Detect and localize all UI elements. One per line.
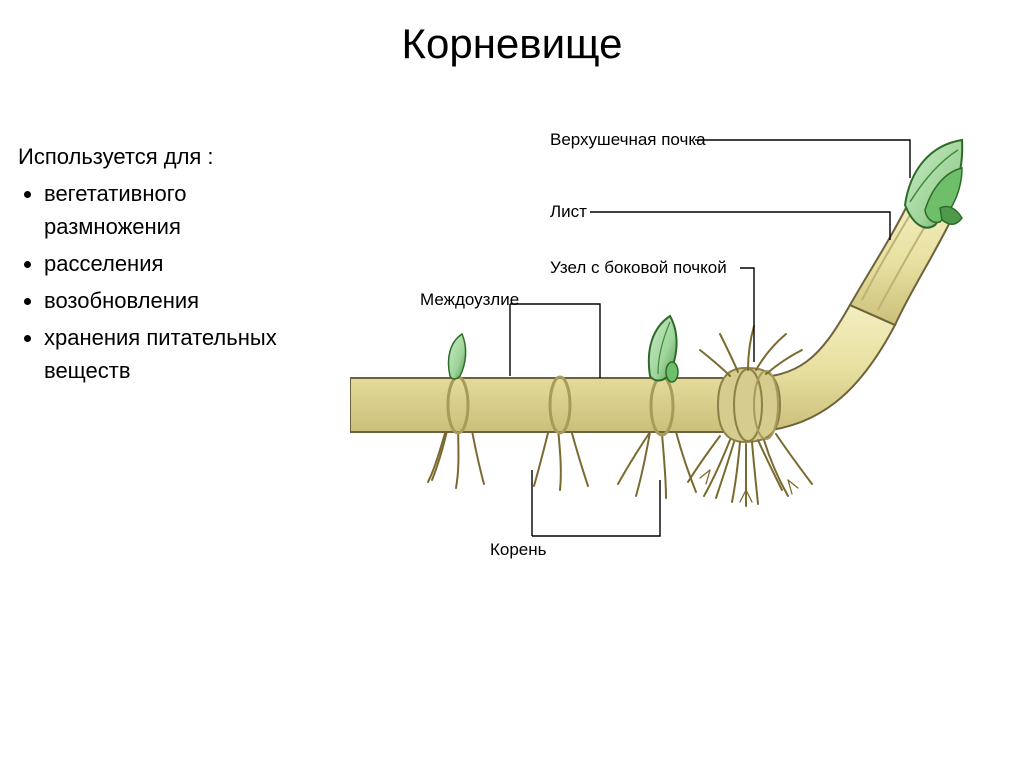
rhizome-svg	[350, 110, 990, 590]
apical-bud-tip	[940, 206, 962, 224]
node-collar	[718, 368, 780, 442]
rhizome-tube	[350, 305, 895, 432]
label-internode: Междоузлие	[420, 290, 519, 310]
list-item: возобновления	[44, 284, 298, 317]
uses-list: вегетативного размножения расселения воз…	[18, 177, 298, 387]
label-apical-bud: Верхушечная почка	[550, 130, 706, 150]
tiny-leaf	[449, 334, 466, 379]
rhizome-diagram: Верхушечная почка Лист Узел с боковой по…	[350, 110, 990, 590]
label-leaf: Лист	[550, 202, 587, 222]
uses-block: Используется для : вегетативного размнож…	[18, 140, 298, 391]
list-item: вегетативного размножения	[44, 177, 298, 243]
label-root: Корень	[490, 540, 547, 560]
page-title: Корневище	[0, 20, 1024, 68]
list-item: хранения питательных веществ	[44, 321, 298, 387]
uses-intro: Используется для :	[18, 140, 298, 173]
lateral-bud	[666, 362, 678, 382]
list-item: расселения	[44, 247, 298, 280]
label-node: Узел с боковой почкой	[550, 258, 727, 278]
